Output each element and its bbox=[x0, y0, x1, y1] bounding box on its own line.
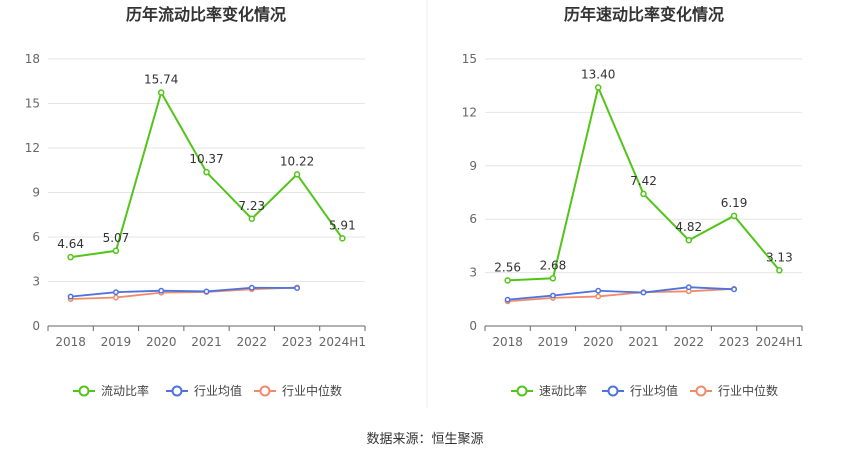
x-tick-label: 2019 bbox=[101, 335, 132, 349]
data-point-main bbox=[248, 215, 256, 223]
legend-marker-main bbox=[78, 385, 90, 397]
series-line-industry-avg bbox=[70, 286, 298, 298]
data-point-main bbox=[112, 247, 120, 255]
legend-marker-industry-avg bbox=[607, 385, 619, 397]
data-point-main bbox=[685, 236, 693, 244]
y-tick-label: 18 bbox=[25, 52, 40, 66]
data-label: 5.07 bbox=[103, 231, 130, 245]
data-point-main bbox=[594, 84, 602, 91]
data-point-industry-avg bbox=[549, 292, 556, 299]
x-tick-label: 2020 bbox=[583, 335, 614, 349]
data-point-industry-avg bbox=[112, 289, 119, 296]
legend-marker-main bbox=[516, 385, 528, 397]
data-point-industry-avg bbox=[203, 288, 210, 295]
x-tick-label: 2024H1 bbox=[319, 335, 366, 349]
y-tick-label: 0 bbox=[469, 319, 477, 333]
data-label: 13.40 bbox=[581, 67, 615, 81]
series-line-industry-median bbox=[507, 287, 735, 303]
data-point-industry-avg bbox=[731, 286, 738, 293]
data-point-main bbox=[776, 267, 783, 274]
legend-marker-industry-avg bbox=[171, 385, 183, 397]
x-tick-label: 2020 bbox=[146, 335, 177, 349]
legend-label-industry-avg: 行业均值 bbox=[630, 383, 678, 398]
y-tick-label: 6 bbox=[32, 230, 40, 244]
x-tick-label: 2024H1 bbox=[756, 335, 803, 349]
data-label: 4.82 bbox=[675, 220, 702, 234]
data-point-main bbox=[157, 89, 165, 96]
data-label: 10.22 bbox=[280, 154, 314, 168]
y-tick-label: 12 bbox=[462, 105, 477, 119]
legend-marker-industry-median bbox=[259, 385, 271, 397]
legend-marker-industry-median bbox=[695, 385, 707, 397]
y-tick-label: 0 bbox=[32, 319, 40, 333]
legend-label-main: 流动比率 bbox=[101, 383, 149, 398]
legend-label-main: 速动比率 bbox=[539, 383, 587, 398]
data-label: 2.56 bbox=[494, 260, 521, 274]
data-point-main bbox=[730, 212, 738, 220]
legend-label-industry-avg: 行业均值 bbox=[194, 383, 242, 398]
data-label: 10.37 bbox=[189, 152, 223, 166]
data-point-industry-avg bbox=[640, 289, 647, 296]
x-tick-label: 2021 bbox=[628, 335, 659, 349]
x-tick-label: 2023 bbox=[719, 335, 750, 349]
data-label: 7.42 bbox=[630, 174, 657, 188]
y-tick-label: 3 bbox=[32, 275, 40, 289]
y-tick-label: 6 bbox=[469, 212, 477, 226]
data-point-main bbox=[504, 277, 511, 284]
chart-panel-2: 历年速动比率变化情况 0 3 6 9 12 15 2018 2019 2020 2021 2022 20… bbox=[462, 5, 803, 398]
series-line-industry-median bbox=[70, 286, 298, 300]
data-label: 5.91 bbox=[329, 218, 356, 232]
chart-panel-1: 历年流动比率变化情况 0 3 6 9 12 15 18 2018 2019 2020 2021 2022… bbox=[25, 5, 366, 398]
legend-label-industry-median: 行业中位数 bbox=[718, 383, 778, 398]
x-tick-label: 2021 bbox=[191, 335, 222, 349]
y-tick-label: 9 bbox=[469, 159, 477, 173]
data-label: 15.74 bbox=[144, 73, 178, 87]
x-tick-label: 2022 bbox=[674, 335, 705, 349]
data-point-industry-avg bbox=[504, 296, 511, 303]
legend-label-industry-median: 行业中位数 bbox=[282, 383, 342, 398]
x-tick-label: 2019 bbox=[538, 335, 569, 349]
data-point-industry-avg bbox=[685, 284, 692, 291]
data-point-main bbox=[293, 171, 301, 178]
data-label: 4.64 bbox=[57, 237, 84, 251]
data-point-main bbox=[67, 253, 74, 261]
data-label: 6.19 bbox=[721, 196, 748, 210]
data-label: 2.68 bbox=[540, 258, 567, 272]
x-tick-label: 2023 bbox=[282, 335, 313, 349]
y-tick-label: 3 bbox=[469, 266, 477, 280]
data-label: 7.23 bbox=[238, 199, 265, 213]
data-label: 3.13 bbox=[766, 250, 793, 264]
data-point-main bbox=[203, 168, 210, 176]
data-point-main bbox=[339, 235, 346, 242]
y-tick-label: 15 bbox=[25, 97, 40, 111]
data-point-industry-avg bbox=[595, 287, 602, 294]
data-point-industry-avg bbox=[248, 284, 255, 291]
x-tick-label: 2022 bbox=[237, 335, 268, 349]
data-point-main bbox=[549, 275, 557, 282]
y-tick-label: 12 bbox=[25, 141, 40, 155]
chart-title: 历年流动比率变化情况 bbox=[126, 5, 286, 24]
y-tick-label: 9 bbox=[32, 186, 40, 200]
data-source: 数据来源：恒生聚源 bbox=[366, 432, 483, 447]
y-tick-label: 15 bbox=[462, 52, 477, 66]
data-point-industry-median bbox=[595, 293, 602, 300]
data-point-industry-median bbox=[112, 294, 119, 301]
x-tick-label: 2018 bbox=[492, 335, 523, 349]
data-point-main bbox=[640, 190, 647, 198]
chart-title: 历年速动比率变化情况 bbox=[564, 5, 724, 24]
data-point-industry-avg bbox=[158, 287, 165, 294]
data-point-industry-avg bbox=[67, 293, 74, 300]
x-tick-label: 2018 bbox=[55, 335, 86, 349]
data-point-industry-avg bbox=[294, 285, 301, 291]
series-line-industry-avg bbox=[507, 286, 735, 301]
